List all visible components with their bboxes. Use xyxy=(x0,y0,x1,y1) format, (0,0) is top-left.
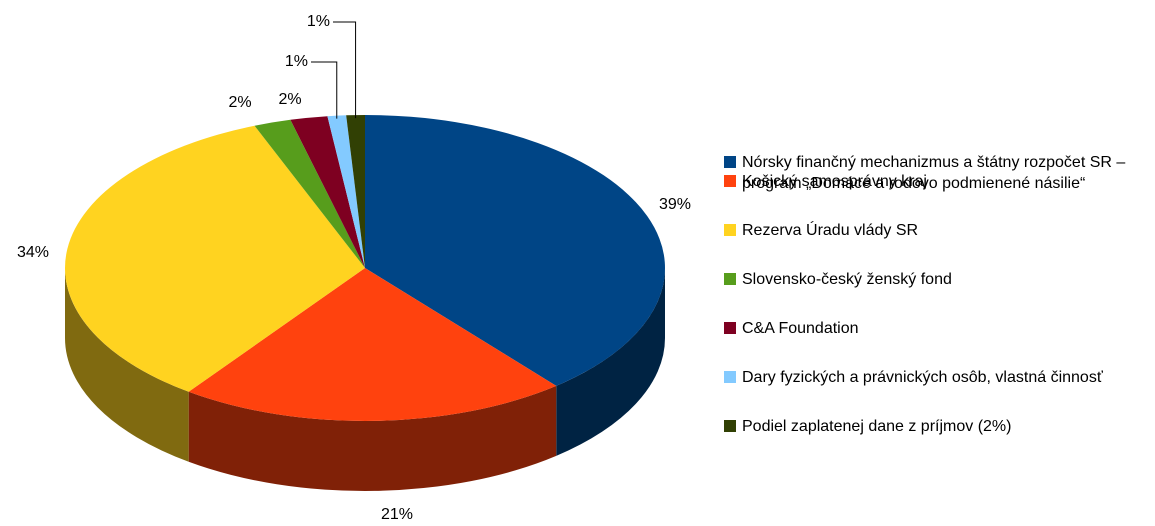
legend-label: Slovensko-český ženský fond xyxy=(742,271,952,288)
legend-item: Nórsky finančný mechanizmus a štátny roz… xyxy=(724,152,1144,194)
slice xyxy=(254,119,365,268)
slice xyxy=(365,115,665,386)
data-label: 34% xyxy=(17,244,49,261)
slice-side xyxy=(65,268,189,462)
legend-label: Podiel zaplatenej dane z príjmov (2%) xyxy=(742,418,1012,435)
data-label: 1% xyxy=(307,13,330,30)
legend-item: Podiel zaplatenej dane z príjmov (2%) xyxy=(724,416,1144,437)
legend-swatch xyxy=(724,420,736,432)
legend-label: Košický samosprávny kraj xyxy=(742,173,927,190)
legend-swatch xyxy=(724,156,736,168)
data-label: 21% xyxy=(381,506,413,523)
slice xyxy=(346,115,365,268)
legend-item: Košický samosprávny kraj xyxy=(724,171,1144,192)
legend-label: C&A Foundation xyxy=(742,320,859,337)
slice xyxy=(290,116,365,268)
legend-swatch xyxy=(724,224,736,236)
slice-side xyxy=(188,385,557,491)
data-label: 1% xyxy=(285,53,308,70)
slice xyxy=(327,115,365,268)
legend-item: Slovensko-český ženský fond xyxy=(724,269,1144,290)
legend-label: Dary fyzických a právnických osôb, vlast… xyxy=(742,369,1103,386)
slice-side xyxy=(556,268,665,456)
legend-label: Rezerva Úradu vlády SR xyxy=(742,222,919,239)
leader-line xyxy=(333,21,357,119)
slice xyxy=(188,268,557,421)
legend-item: Dary fyzických a právnických osôb, vlast… xyxy=(724,367,1144,388)
legend-swatch xyxy=(724,175,736,187)
data-label: 2% xyxy=(228,94,251,111)
slice xyxy=(65,125,366,392)
pie-area: 39% 21% 34% 2% 2% 1% 1% xyxy=(17,13,691,523)
data-label: 2% xyxy=(278,91,301,108)
legend-item: Rezerva Úradu vlády SR xyxy=(724,220,1144,241)
legend-item: C&A Foundation xyxy=(724,318,1144,339)
legend-label: Nórsky finančný mechanizmus a štátny roz… xyxy=(742,154,1126,192)
legend-swatch xyxy=(724,273,736,285)
legend-swatch xyxy=(724,371,736,383)
leader-line xyxy=(311,61,338,119)
data-label: 39% xyxy=(659,196,691,213)
legend-swatch xyxy=(724,322,736,334)
